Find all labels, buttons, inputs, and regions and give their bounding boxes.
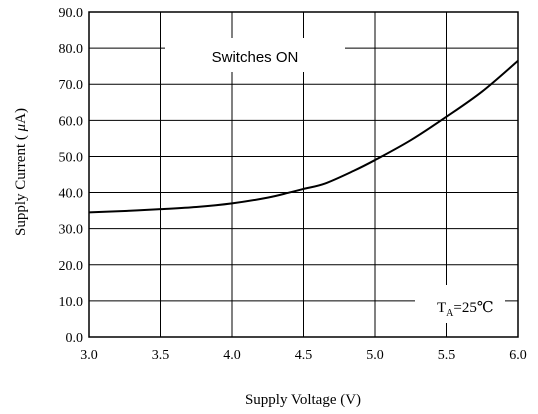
x-axis-ticks: 3.0 3.5 4.0 4.5 5.0 5.5 6.0 bbox=[80, 348, 527, 363]
annotation-temperature: TA=25℃ bbox=[437, 300, 494, 319]
x-tick-label: 5.0 bbox=[366, 348, 384, 363]
y-axis-label-prefix: Supply Current ( bbox=[13, 131, 29, 236]
y-axis-label: Supply Current ( μA) bbox=[13, 108, 29, 236]
x-tick-label: 3.5 bbox=[152, 348, 170, 363]
y-tick-label: 60.0 bbox=[59, 114, 84, 129]
annotation-switches-on: Switches ON bbox=[212, 49, 299, 66]
annotation-temp-t: T bbox=[437, 300, 446, 316]
y-tick-label: 80.0 bbox=[59, 42, 84, 57]
x-axis-label: Supply Voltage (V) bbox=[245, 392, 361, 408]
y-axis-ticks: 0.0 10.0 20.0 30.0 40.0 50.0 60.0 70.0 80.0 90.0 bbox=[59, 6, 84, 346]
plot-frame bbox=[88, 11, 519, 338]
annotation-temp-subscript: A bbox=[446, 308, 454, 319]
y-axis-label-mu: μ bbox=[13, 123, 29, 132]
y-tick-label: 10.0 bbox=[59, 295, 84, 310]
annotation-temp-value: =25℃ bbox=[453, 300, 493, 316]
y-tick-label: 90.0 bbox=[59, 6, 84, 21]
y-axis-label-suffix: A) bbox=[13, 108, 29, 124]
y-tick-label: 30.0 bbox=[59, 223, 84, 238]
annotation-background bbox=[165, 38, 345, 72]
y-tick-label: 70.0 bbox=[59, 78, 84, 93]
x-tick-label: 4.5 bbox=[295, 348, 313, 363]
x-tick-label: 3.0 bbox=[80, 348, 98, 363]
series-line bbox=[88, 59, 519, 214]
x-tick-label: 6.0 bbox=[509, 348, 527, 363]
y-tick-label: 20.0 bbox=[59, 259, 84, 274]
annotation-background bbox=[415, 285, 505, 323]
y-tick-label: 0.0 bbox=[66, 331, 84, 346]
x-tick-label: 4.0 bbox=[223, 348, 241, 363]
y-tick-label: 40.0 bbox=[59, 187, 84, 202]
y-tick-label: 50.0 bbox=[59, 150, 84, 165]
x-tick-label: 5.5 bbox=[438, 348, 456, 363]
